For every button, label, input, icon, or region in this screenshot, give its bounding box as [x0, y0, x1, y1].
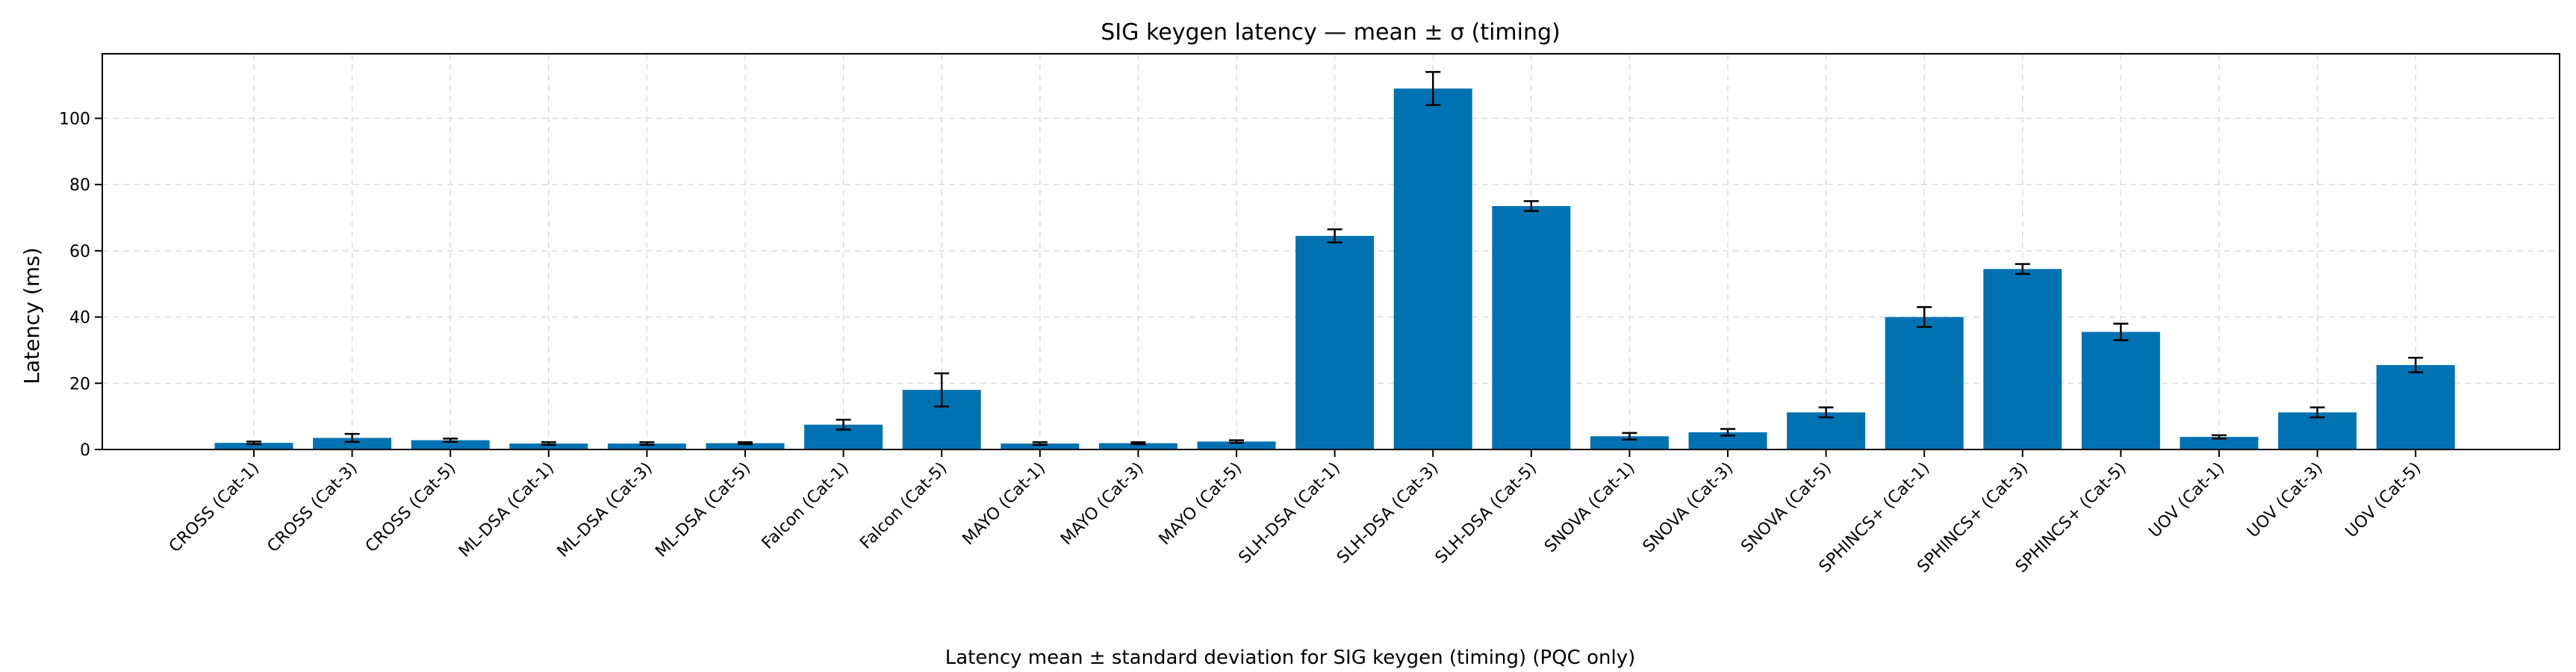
bar [1885, 317, 1964, 449]
y-tick-label: 0 [80, 441, 90, 460]
bar [607, 444, 686, 449]
y-tick-label: 20 [69, 375, 90, 393]
y-axis-label: Latency (ms) [19, 247, 44, 384]
bar [1787, 412, 1866, 449]
y-tick-label: 60 [69, 243, 90, 261]
bar [706, 443, 785, 449]
bar [1590, 436, 1669, 449]
chart-caption: Latency mean ± standard deviation for SI… [945, 647, 1636, 669]
bar [2376, 364, 2455, 449]
y-axis-ticks: 0 20 40 60 80 100 [59, 110, 102, 460]
y-tick-label: 40 [69, 309, 90, 328]
bar [2278, 412, 2357, 449]
bar [313, 438, 392, 449]
bar [411, 440, 490, 449]
y-tick-label: 100 [59, 110, 90, 128]
bar [1688, 432, 1767, 449]
plot-frame [102, 53, 2560, 450]
bar [1001, 444, 1080, 449]
bar [1197, 441, 1276, 449]
bar [1295, 235, 1375, 449]
bar [1492, 206, 1571, 449]
error-bars-group [246, 71, 2424, 447]
bar [509, 444, 588, 449]
bar [1098, 443, 1177, 449]
bars-group [214, 88, 2455, 450]
chart-title: SIG keygen latency — mean ± σ (timing) [1101, 19, 1560, 46]
bar [214, 443, 293, 449]
y-tick-label: 80 [69, 176, 90, 195]
bar [1393, 88, 1472, 450]
bar [2180, 437, 2259, 449]
bar [2081, 332, 2160, 449]
bar [1983, 269, 2062, 449]
